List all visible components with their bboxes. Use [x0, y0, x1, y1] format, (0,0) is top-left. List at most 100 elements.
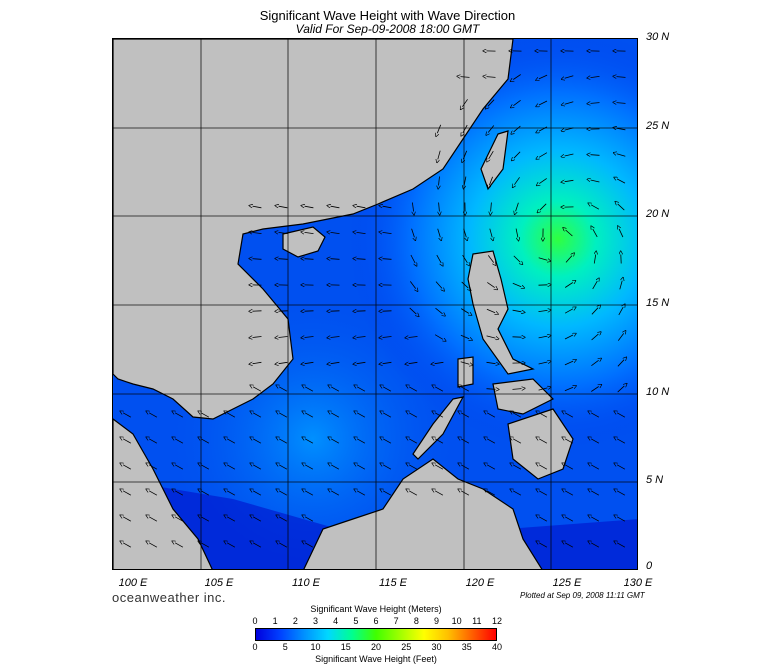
wave-arrow	[149, 413, 158, 418]
wave-arrow	[331, 206, 340, 209]
lat-label-5n: 5 N	[646, 474, 664, 486]
lon-label-105e: 105 E	[204, 577, 234, 589]
wave-arrow	[331, 491, 340, 496]
wave-arrow	[305, 439, 314, 444]
wave-arrow	[227, 517, 236, 522]
wave-arrow	[435, 387, 444, 392]
wave-arrow	[357, 387, 366, 392]
mindanao-island	[507, 408, 574, 480]
wave-arrow	[565, 517, 574, 522]
wave-arrow	[253, 362, 262, 363]
wave-arrow	[201, 517, 210, 522]
wave-arrow	[564, 387, 573, 392]
wave-arrow	[357, 465, 366, 470]
wave-arrow	[565, 127, 574, 130]
wave-arrow	[564, 309, 573, 314]
wave-arrow	[619, 229, 624, 238]
wave-arrow	[488, 125, 495, 133]
wave-arrow	[279, 337, 288, 338]
wave-arrow	[591, 413, 600, 418]
wave-arrow	[253, 439, 262, 444]
feet-tick: 5	[282, 642, 288, 652]
wave-arrow	[331, 337, 340, 338]
wave-arrow	[538, 388, 548, 391]
feet-tick: 20	[370, 642, 381, 652]
wave-arrow	[279, 362, 288, 363]
wave-arrow	[592, 281, 598, 290]
wave-arrow	[305, 517, 314, 522]
wave-arrow	[512, 389, 522, 390]
wave-arrow	[591, 491, 600, 496]
wave-arrow	[463, 150, 468, 159]
lat-label-20n: 20 N	[646, 208, 670, 220]
mainland-asia	[113, 39, 514, 420]
wave-arrow	[513, 413, 522, 418]
meter-tick: 9	[433, 616, 439, 626]
wave-arrow	[462, 99, 468, 106]
colorbar-title-meters: Significant Wave Height (Meters)	[310, 604, 442, 614]
wave-arrow	[357, 259, 366, 260]
wave-arrow	[331, 232, 340, 233]
wave-arrow	[357, 206, 366, 209]
wave-arrow	[201, 465, 210, 470]
wave-arrow	[305, 362, 314, 363]
wave-arrow	[123, 465, 132, 470]
wave-arrow	[617, 333, 623, 341]
wave-arrow	[489, 176, 493, 185]
wave-arrow	[357, 439, 366, 444]
wave-arrow	[201, 543, 210, 548]
wave-arrow	[279, 206, 288, 209]
wave-arrow	[409, 439, 418, 444]
wave-arrow	[538, 336, 548, 339]
wave-arrow	[409, 337, 418, 338]
wave-arrow	[491, 202, 492, 212]
wave-arrow	[412, 202, 413, 212]
wave-height-map[interactable]	[112, 38, 638, 570]
wave-arrow	[305, 543, 314, 548]
wave-arrow	[618, 204, 625, 211]
wave-arrow	[513, 255, 520, 262]
wave-arrow	[594, 255, 595, 264]
wave-arrow	[437, 124, 442, 133]
lon-label-115e: 115 E	[379, 577, 407, 589]
wave-arrow	[435, 439, 444, 444]
wave-arrow	[487, 491, 496, 496]
wave-arrow	[123, 413, 132, 418]
wave-arrow	[539, 152, 548, 158]
wave-arrow	[383, 387, 392, 392]
wave-arrow	[461, 491, 470, 496]
wave-arrow	[439, 202, 440, 212]
wave-arrow	[617, 103, 626, 104]
wave-arrow	[565, 543, 574, 548]
chart-title: Significant Wave Height with Wave Direct…	[259, 8, 516, 23]
wave-arrow	[463, 228, 467, 238]
wave-arrow	[460, 361, 470, 365]
wave-arrow	[357, 232, 366, 233]
lat-label-30n: 30 N	[646, 31, 670, 43]
wave-arrow	[149, 465, 158, 470]
wave-arrow	[279, 465, 288, 470]
wave-arrow	[409, 465, 418, 470]
wave-arrow	[175, 543, 184, 548]
wave-arrow	[305, 491, 314, 496]
wave-arrow	[565, 413, 574, 418]
wave-arrow	[253, 206, 262, 209]
mindoro-island	[457, 356, 474, 388]
wave-arrow	[461, 281, 469, 288]
wave-arrow	[331, 362, 340, 363]
wave-arrow	[305, 232, 314, 233]
wave-arrow	[175, 517, 184, 522]
lon-label-130e: 130 E	[623, 577, 653, 589]
wave-arrow	[253, 517, 262, 522]
wave-arrow	[227, 543, 236, 548]
wave-arrow	[279, 517, 288, 522]
wave-arrow	[617, 360, 624, 367]
lat-label-10n: 10 N	[646, 386, 670, 398]
wave-arrow	[539, 413, 548, 418]
wave-arrow	[540, 203, 547, 210]
colorbar-title-feet: Significant Wave Height (Feet)	[315, 654, 437, 664]
colorbar	[255, 628, 497, 641]
palawan-island	[412, 396, 465, 460]
wave-arrow	[383, 232, 392, 233]
wave-arrow	[357, 337, 366, 338]
